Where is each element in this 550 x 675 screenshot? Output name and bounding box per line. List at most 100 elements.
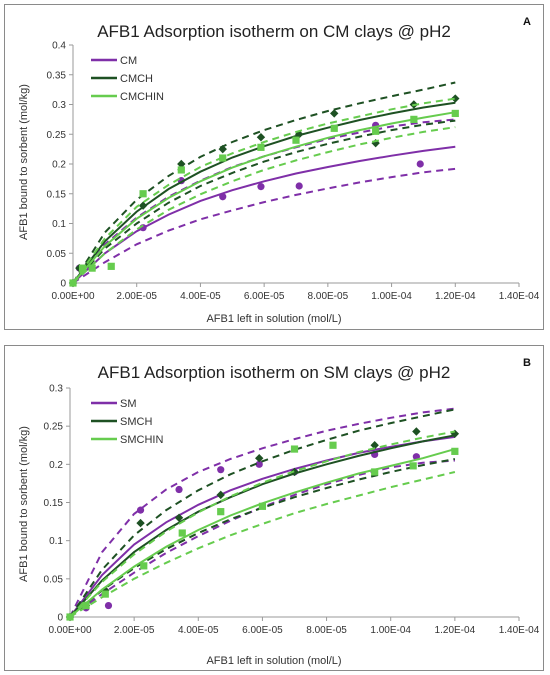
y-axis-label: AFB1 bound to sorbent (mol/kg): [18, 426, 30, 582]
data-point: [216, 490, 225, 500]
x-tick-label: 0.00E+00: [48, 625, 92, 636]
confidence-upper-line: [69, 430, 456, 618]
data-point: [409, 462, 417, 470]
fit-line: [72, 111, 456, 284]
y-tick-label: 0: [57, 613, 63, 624]
x-tick-label: 8.00E-05: [308, 291, 349, 302]
data-point: [139, 190, 147, 198]
confidence-lower-line: [69, 471, 456, 618]
data-point: [219, 193, 227, 201]
data-point: [257, 183, 265, 191]
y-tick-label: 0.2: [49, 460, 63, 471]
data-point: [451, 447, 459, 455]
y-tick-label: 0.1: [49, 536, 63, 547]
panel-label: A: [523, 16, 531, 28]
x-axis-label: AFB1 left in solution (mol/L): [206, 313, 341, 325]
y-tick-label: 0: [60, 279, 66, 290]
x-tick-label: 8.00E-05: [306, 625, 347, 636]
legend-label: CM: [120, 55, 137, 67]
x-tick-label: 4.00E-05: [180, 291, 221, 302]
plot-area: 0.00E+00 2.00E-05 4.00E-05 6.00E-05 8.00E-05…: [44, 384, 540, 637]
x-tick-label: 0.00E+00: [51, 291, 95, 302]
chart-title: AFB1 Adsorption isotherm on CM clays @ p…: [97, 22, 451, 41]
x-tick-label: 6.00E-05: [244, 291, 285, 302]
confidence-upper-line: [69, 408, 456, 618]
legend: SM SMCH SMCHIN: [91, 398, 163, 446]
x-tick-label: 1.40E-04: [499, 625, 540, 636]
data-point: [219, 154, 227, 162]
data-point: [104, 601, 113, 610]
y-tick-label: 0.3: [49, 384, 63, 395]
y-tick-label: 0.4: [52, 41, 66, 52]
y-tick-label: 0.25: [47, 130, 67, 141]
data-point: [82, 601, 90, 610]
fit-line: [72, 101, 456, 284]
chart-a: AFB1 Adsorption isotherm on CM clays @ p…: [18, 16, 540, 325]
fit-line: [69, 448, 456, 618]
x-axis-label: AFB1 left in solution (mol/L): [206, 655, 341, 667]
data-point: [177, 159, 186, 169]
confidence-upper-line: [69, 407, 456, 618]
data-point: [88, 264, 96, 272]
data-point: [451, 109, 459, 118]
data-point: [177, 166, 185, 174]
legend: CM CMCH CMCHIN: [91, 55, 164, 103]
data-point: [451, 94, 460, 103]
data-point: [78, 264, 87, 272]
data-point: [292, 136, 300, 144]
y-tick-label: 0.35: [47, 70, 67, 81]
data-point: [290, 467, 299, 477]
x-tick-label: 1.40E-04: [499, 291, 540, 302]
data-point: [140, 562, 148, 570]
data-point: [410, 115, 418, 123]
data-point: [66, 613, 74, 621]
x-tick-label: 1.00E-04: [371, 291, 412, 302]
data-point: [258, 502, 267, 510]
legend-label: SMCHIN: [120, 434, 163, 446]
data-point: [256, 133, 266, 142]
confidence-lower-line: [72, 167, 456, 284]
data-point: [217, 508, 225, 516]
fit-line: [72, 145, 456, 284]
y-tick-label: 0.2: [52, 160, 66, 171]
data-point: [255, 454, 264, 463]
x-tick-label: 1.00E-04: [370, 625, 411, 636]
x-tick-label: 2.00E-05: [116, 291, 157, 302]
data-point: [138, 201, 148, 210]
data-point: [257, 143, 265, 151]
y-tick-label: 0.25: [44, 422, 64, 433]
fit-line: [69, 434, 456, 618]
y-tick-label: 0.05: [47, 249, 67, 260]
legend-label: CMCH: [120, 73, 153, 85]
plot-area: 0.00E+00 2.00E-05 4.00E-05 6.00E-05 8.00E-05…: [47, 41, 540, 303]
x-tick-label: 2.00E-05: [114, 625, 155, 636]
data-point: [295, 182, 303, 190]
legend-label: CMCHIN: [120, 91, 164, 103]
data-point: [178, 529, 186, 537]
data-point: [136, 506, 145, 514]
x-tick-label: 1.20E-04: [435, 291, 476, 302]
data-point: [330, 109, 339, 118]
legend-label: SM: [120, 398, 137, 410]
data-point: [412, 427, 421, 436]
data-point: [290, 445, 299, 453]
data-point: [330, 124, 338, 132]
y-axis-label: AFB1 bound to sorbent (mol/kg): [18, 84, 30, 240]
y-tick-label: 0.15: [44, 498, 64, 509]
confidence-lower-line: [69, 458, 456, 618]
data-point: [255, 460, 263, 468]
chart-title: AFB1 Adsorption isotherm on SM clays @ p…: [98, 363, 451, 382]
chart-panel-a: AFB1 Adsorption isotherm on CM clays @ p…: [4, 4, 544, 330]
data-point: [371, 468, 379, 476]
x-tick-label: 6.00E-05: [242, 625, 283, 636]
x-tick-label: 1.20E-04: [435, 625, 476, 636]
data-point: [329, 441, 337, 449]
panel-label: B: [523, 357, 531, 369]
data-point: [372, 127, 380, 135]
chart-b: AFB1 Adsorption isotherm on SM clays @ p…: [18, 357, 540, 667]
data-point: [107, 262, 115, 270]
y-tick-label: 0.15: [47, 189, 67, 200]
data-point: [370, 441, 379, 450]
y-tick-label: 0.1: [52, 219, 66, 230]
y-tick-label: 0.3: [52, 100, 66, 111]
